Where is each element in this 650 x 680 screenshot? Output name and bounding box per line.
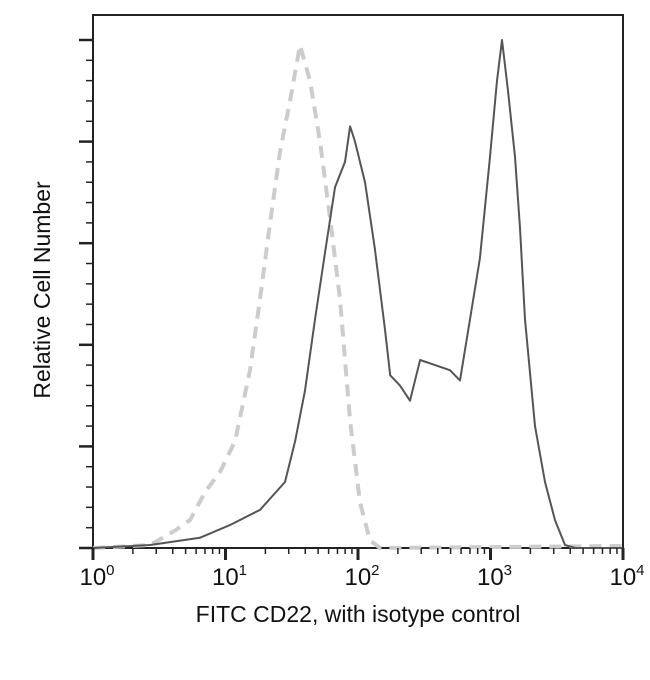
x-tick-label: 103: [477, 562, 512, 591]
tick-exponent: 3: [504, 562, 512, 579]
x-tick-label: 102: [344, 562, 379, 591]
x-tick-label: 104: [609, 562, 644, 591]
tick-exponent: 4: [636, 562, 644, 579]
x-tick-label: 100: [79, 562, 114, 591]
series-line-solid: [92, 39, 623, 549]
tick-exponent: 1: [239, 562, 247, 579]
tick-exponent: 2: [371, 562, 379, 579]
y-axis-ticks: [79, 38, 93, 550]
series-line-dashed: [92, 43, 624, 550]
tick-exponent: 0: [106, 562, 114, 579]
tick-base: 10: [477, 564, 504, 591]
x-axis-ticks: [91, 548, 625, 560]
series-layer: [92, 39, 624, 550]
y-axis-title: Relative Cell Number: [29, 181, 55, 399]
x-axis-title: FITC CD22, with isotype control: [196, 601, 521, 627]
x-tick-label: 101: [212, 562, 247, 591]
x-axis-tick-labels: 100 101 102 103 104: [79, 562, 644, 591]
tick-base: 10: [79, 564, 106, 591]
tick-base: 10: [609, 564, 636, 591]
tick-base: 10: [344, 564, 371, 591]
tick-base: 10: [212, 564, 239, 591]
